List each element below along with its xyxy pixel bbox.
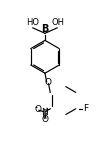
Text: -: - [34, 103, 37, 112]
Text: O: O [42, 115, 49, 124]
Text: O: O [34, 105, 41, 114]
Text: +: + [44, 107, 50, 113]
Text: O: O [44, 78, 51, 87]
Text: B: B [41, 24, 49, 34]
Text: HO: HO [26, 18, 39, 27]
Text: N: N [41, 108, 48, 117]
Text: OH: OH [51, 18, 64, 27]
Text: F: F [83, 104, 88, 113]
